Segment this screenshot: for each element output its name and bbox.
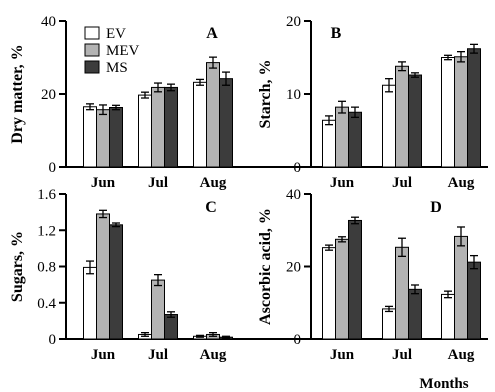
panel-c-ylabel: Sugars, % <box>9 231 26 302</box>
legend-label-ev: EV <box>106 26 126 42</box>
panel-a-bar-ms-jun <box>109 107 123 168</box>
legend-swatch-mev <box>84 43 100 57</box>
panel-d-bar-mev-aug <box>454 235 468 340</box>
panel-d-category-label-1: Jul <box>392 347 412 363</box>
panel-a-bar-ev-jun <box>83 106 97 168</box>
panel-b-ylabel: Starch, % <box>257 59 274 128</box>
panel-b-bar-mev-aug <box>454 56 468 168</box>
panel-d-category-label-0: Jun <box>330 347 355 363</box>
panel-c-y-tick-label-3: 1.2 <box>37 223 56 239</box>
legend-label-mev: MEV <box>106 43 140 59</box>
panel-a-bar-mev-aug <box>206 62 220 168</box>
panel-c-category-label-1: Jul <box>148 347 168 363</box>
panel-a-bar-ms-aug <box>219 78 233 168</box>
panel-c-y-tick-label-4: 1.6 <box>37 187 56 203</box>
panel-b-category-label-1: Jul <box>392 175 412 191</box>
panel-d-y-tick-label-0: 0 <box>294 332 302 348</box>
panel-d-bar-mev-jul <box>395 246 409 340</box>
panel-d-bar-ev-aug <box>441 293 455 340</box>
panel-d-bar-ev-jun <box>322 247 336 340</box>
panel-d-xlabel: Months <box>419 376 468 392</box>
panel-b-bar-mev-jun <box>335 106 349 168</box>
panel-d-bar-ms-aug <box>467 261 481 340</box>
panel-b-category-label-0: Jun <box>330 175 355 191</box>
panel-a-letter: A <box>206 25 218 42</box>
panel-a-bar-ms-jul <box>164 86 178 168</box>
panel-b-letter: B <box>331 25 342 42</box>
panel-c-y-tick-label-1: 0.4 <box>37 296 56 312</box>
panel-a-y-tick-label-1: 20 <box>41 87 56 103</box>
panel-b-y-tick-label-1: 10 <box>286 87 301 103</box>
panel-d-bar-ev-jul <box>382 308 396 340</box>
panel-b-y-tick-label-0: 0 <box>294 160 302 176</box>
panel-a-bar-mev-jul <box>151 86 165 168</box>
panel-c-letter: C <box>205 199 217 216</box>
panel-c-bar-ms-jul <box>164 314 178 340</box>
panel-a-category-label-1: Jul <box>148 175 168 191</box>
panel-c-category-label-0: Jun <box>91 347 116 363</box>
panel-a-y-tick-label-0: 0 <box>49 160 57 176</box>
panel-b-category-label-2: Aug <box>448 175 475 191</box>
panel-c-bar-ms-jun <box>109 224 123 340</box>
panel-a-ylabel: Dry matter, % <box>9 44 26 143</box>
panel-b-bar-ev-aug <box>441 57 455 168</box>
legend-swatch-ms <box>84 60 100 74</box>
panel-c-bar-mev-jul <box>151 279 165 340</box>
panel-d-letter: D <box>430 199 442 216</box>
panel-a-category-label-2: Aug <box>200 175 227 191</box>
panel-a-bar-ev-jul <box>138 94 152 168</box>
panel-d-y-tick-label-2: 40 <box>286 187 301 203</box>
panel-b-bar-ev-jul <box>382 84 396 168</box>
panel-d-category-label-2: Aug <box>448 347 475 363</box>
panel-b-bar-ms-aug <box>467 48 481 168</box>
panel-b-bar-ms-jul <box>408 74 422 168</box>
panel-b-bar-mev-jul <box>395 65 409 168</box>
panel-c-y-tick-label-2: 0.8 <box>37 260 56 276</box>
panel-b-bar-ms-jun <box>348 111 362 168</box>
panel-a-bar-mev-jun <box>96 109 110 168</box>
panel-c-y-tick-label-0: 0 <box>49 332 57 348</box>
panel-d-bar-ms-jun <box>348 219 362 340</box>
panel-d-y-tick-label-1: 20 <box>286 260 301 276</box>
panel-c-category-label-2: Aug <box>200 347 227 363</box>
panel-a-bar-ev-aug <box>193 81 207 168</box>
legend-label-ms: MS <box>106 60 128 76</box>
panel-d-bar-mev-jun <box>335 238 349 340</box>
panel-c-bar-mev-jun <box>96 213 110 340</box>
legend-swatch-ev <box>84 26 100 40</box>
panel-b-y-tick-label-2: 20 <box>286 14 301 30</box>
panel-d-bar-ms-jul <box>408 288 422 340</box>
panel-a-category-label-0: Jun <box>91 175 116 191</box>
panel-a-y-tick-label-2: 40 <box>41 14 56 30</box>
panel-c-bar-ev-jun <box>83 266 97 340</box>
panel-b-bar-ev-jun <box>322 119 336 168</box>
panel-d-ylabel: Ascorbic acid, % <box>257 208 274 325</box>
